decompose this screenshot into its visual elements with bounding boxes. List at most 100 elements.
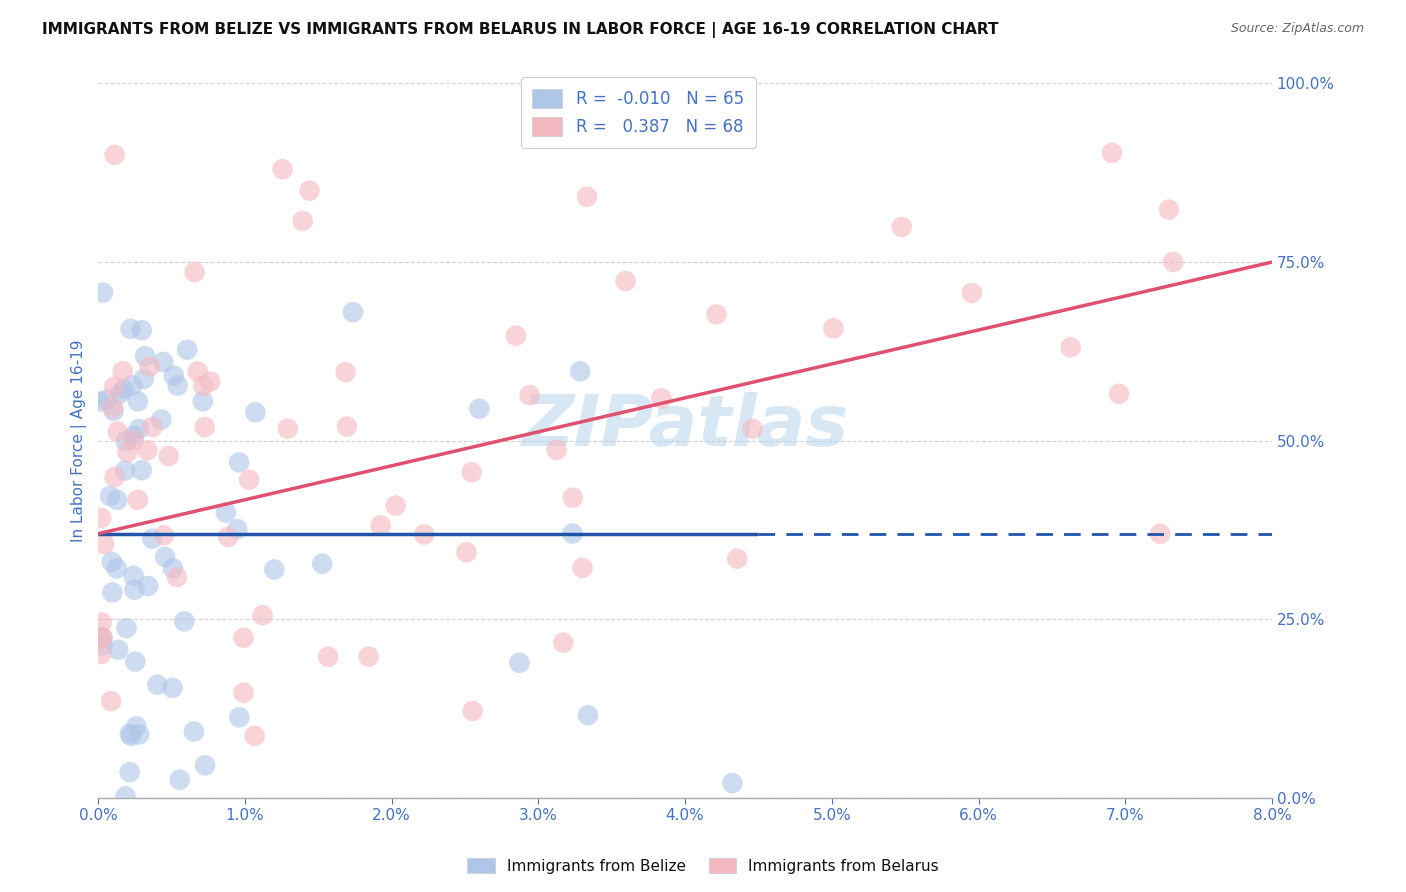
- Point: [183, 265, 205, 279]
- Point: [163, 368, 186, 383]
- Point: [166, 378, 188, 392]
- Point: [725, 551, 748, 566]
- Point: [122, 428, 145, 442]
- Point: [271, 162, 294, 177]
- Point: [101, 555, 124, 569]
- Point: [91, 639, 114, 653]
- Text: IMMIGRANTS FROM BELIZE VS IMMIGRANTS FROM BELARUS IN LABOR FORCE | AGE 16-19 COR: IMMIGRANTS FROM BELIZE VS IMMIGRANTS FRO…: [42, 22, 998, 38]
- Point: [91, 630, 114, 644]
- Point: [117, 445, 139, 459]
- Point: [546, 442, 568, 457]
- Point: [157, 449, 180, 463]
- Point: [1101, 145, 1123, 160]
- Point: [136, 443, 159, 458]
- Point: [105, 561, 128, 575]
- Point: [90, 615, 112, 630]
- Point: [103, 470, 125, 484]
- Point: [960, 285, 983, 300]
- Point: [721, 776, 744, 790]
- Point: [131, 323, 153, 337]
- Point: [173, 615, 195, 629]
- Legend: R =  -0.010   N = 65, R =   0.387   N = 68: R = -0.010 N = 65, R = 0.387 N = 68: [520, 78, 755, 148]
- Point: [124, 582, 146, 597]
- Text: ZIPatlas: ZIPatlas: [522, 392, 849, 461]
- Point: [103, 380, 125, 394]
- Point: [122, 569, 145, 583]
- Point: [90, 647, 112, 661]
- Point: [101, 585, 124, 599]
- Point: [128, 727, 150, 741]
- Point: [342, 305, 364, 319]
- Point: [357, 649, 380, 664]
- Point: [89, 394, 111, 409]
- Point: [118, 765, 141, 780]
- Point: [112, 382, 135, 396]
- Point: [194, 420, 217, 434]
- Point: [103, 403, 125, 417]
- Point: [132, 372, 155, 386]
- Point: [228, 455, 250, 469]
- Point: [456, 545, 478, 559]
- Point: [413, 527, 436, 541]
- Point: [183, 724, 205, 739]
- Point: [277, 422, 299, 436]
- Y-axis label: In Labor Force | Age 16-19: In Labor Force | Age 16-19: [72, 340, 87, 542]
- Point: [169, 772, 191, 787]
- Point: [561, 526, 583, 541]
- Point: [111, 364, 134, 378]
- Point: [252, 608, 274, 623]
- Point: [107, 425, 129, 439]
- Point: [166, 570, 188, 584]
- Point: [1161, 255, 1184, 269]
- Point: [384, 499, 406, 513]
- Point: [98, 489, 121, 503]
- Point: [191, 394, 214, 409]
- Point: [298, 184, 321, 198]
- Point: [146, 678, 169, 692]
- Point: [561, 491, 583, 505]
- Point: [128, 422, 150, 436]
- Point: [226, 522, 249, 536]
- Point: [121, 378, 143, 392]
- Point: [93, 537, 115, 551]
- Point: [101, 401, 124, 415]
- Point: [90, 631, 112, 645]
- Point: [505, 328, 527, 343]
- Point: [114, 463, 136, 477]
- Point: [110, 386, 132, 401]
- Point: [193, 378, 215, 392]
- Point: [187, 364, 209, 378]
- Point: [162, 561, 184, 575]
- Point: [115, 621, 138, 635]
- Point: [370, 518, 392, 533]
- Point: [138, 359, 160, 374]
- Point: [176, 343, 198, 357]
- Point: [91, 631, 114, 645]
- Point: [316, 649, 339, 664]
- Legend: Immigrants from Belize, Immigrants from Belarus: Immigrants from Belize, Immigrants from …: [461, 852, 945, 880]
- Point: [134, 349, 156, 363]
- Point: [569, 364, 592, 378]
- Point: [104, 148, 127, 162]
- Point: [153, 549, 176, 564]
- Point: [122, 433, 145, 447]
- Point: [468, 401, 491, 416]
- Point: [890, 219, 912, 234]
- Point: [141, 532, 163, 546]
- Point: [153, 528, 176, 542]
- Point: [1149, 526, 1171, 541]
- Point: [508, 656, 530, 670]
- Point: [100, 694, 122, 708]
- Point: [120, 322, 142, 336]
- Point: [162, 681, 184, 695]
- Point: [96, 392, 118, 407]
- Point: [127, 492, 149, 507]
- Point: [107, 642, 129, 657]
- Point: [194, 758, 217, 772]
- Point: [461, 704, 484, 718]
- Point: [125, 719, 148, 733]
- Point: [311, 557, 333, 571]
- Point: [243, 729, 266, 743]
- Point: [706, 308, 728, 322]
- Point: [228, 710, 250, 724]
